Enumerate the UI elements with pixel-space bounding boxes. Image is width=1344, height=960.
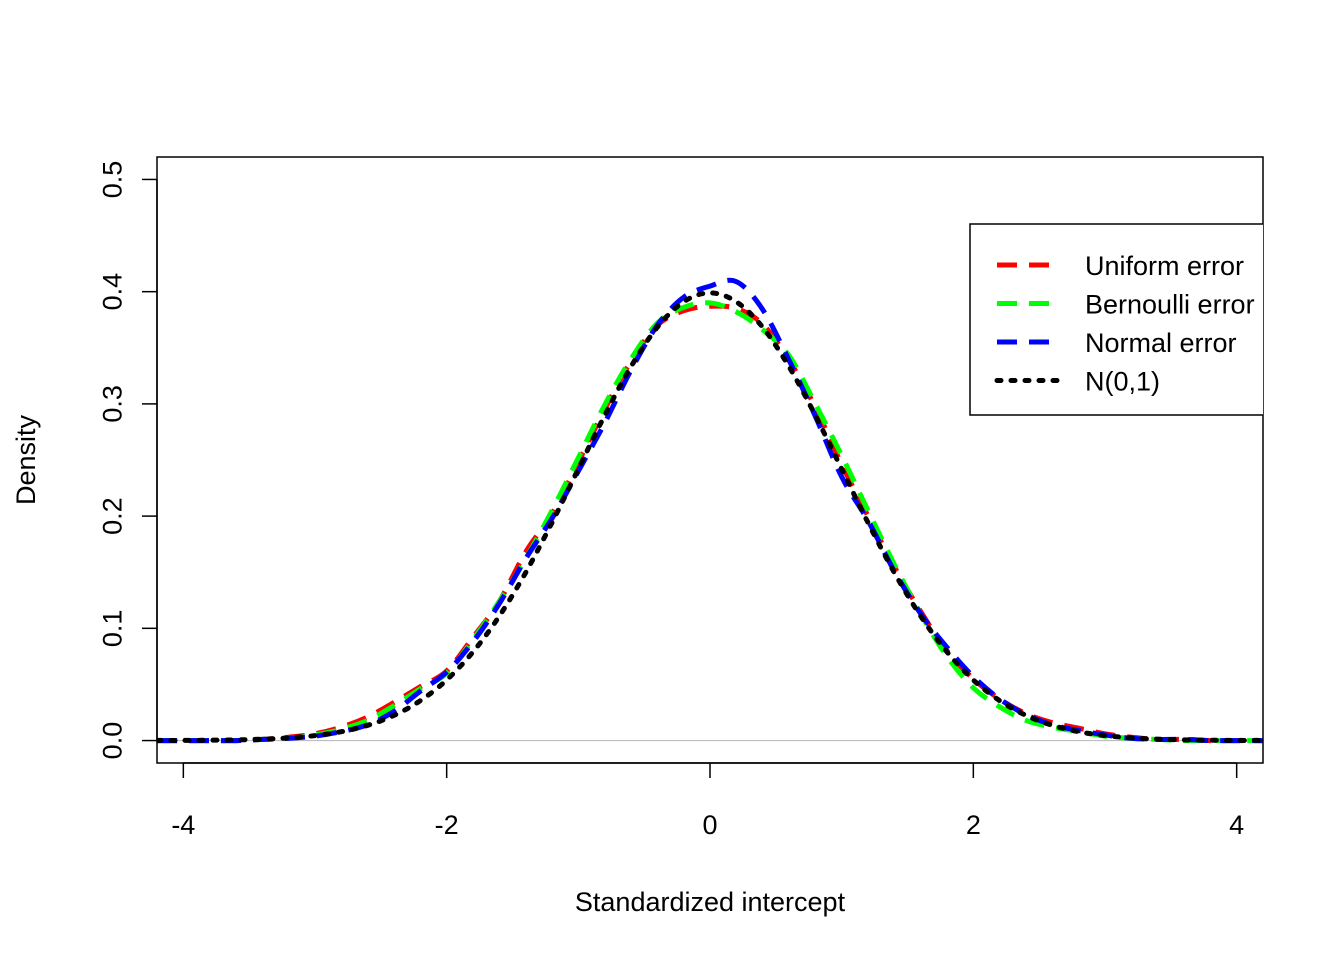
x-axis-label: Standardized intercept [575,887,846,917]
legend-label: Bernoulli error [1085,290,1255,320]
x-axis: -4 -2 0 2 4 [171,762,1244,840]
y-tick-label: 0.5 [97,161,127,199]
y-tick-label: 0.3 [97,385,127,423]
legend-label: Uniform error [1085,251,1244,281]
legend-label: Normal error [1085,328,1237,358]
x-tick-label: 4 [1229,810,1244,840]
legend-label: N(0,1) [1085,367,1160,397]
series-line-n-0-1 [157,290,1263,743]
y-axis: 0.0 0.1 0.2 0.3 0.4 0.5 [97,161,158,760]
y-tick-label: 0.0 [97,722,127,760]
x-tick-label: 2 [966,810,981,840]
series-line-bernoulli-error [157,300,1263,744]
legend: Uniform error Bernoulli error Normal error… [969,223,1263,416]
y-axis-label: Density [11,414,41,505]
y-tick-label: 0.2 [97,497,127,535]
x-tick-label: -4 [171,810,195,840]
y-tick-label: 0.4 [97,273,127,311]
legend-box [969,223,1263,416]
y-tick-label: 0.1 [97,610,127,648]
series-layer [157,277,1263,744]
x-tick-label: 0 [702,810,717,840]
x-tick-label: -2 [435,810,459,840]
